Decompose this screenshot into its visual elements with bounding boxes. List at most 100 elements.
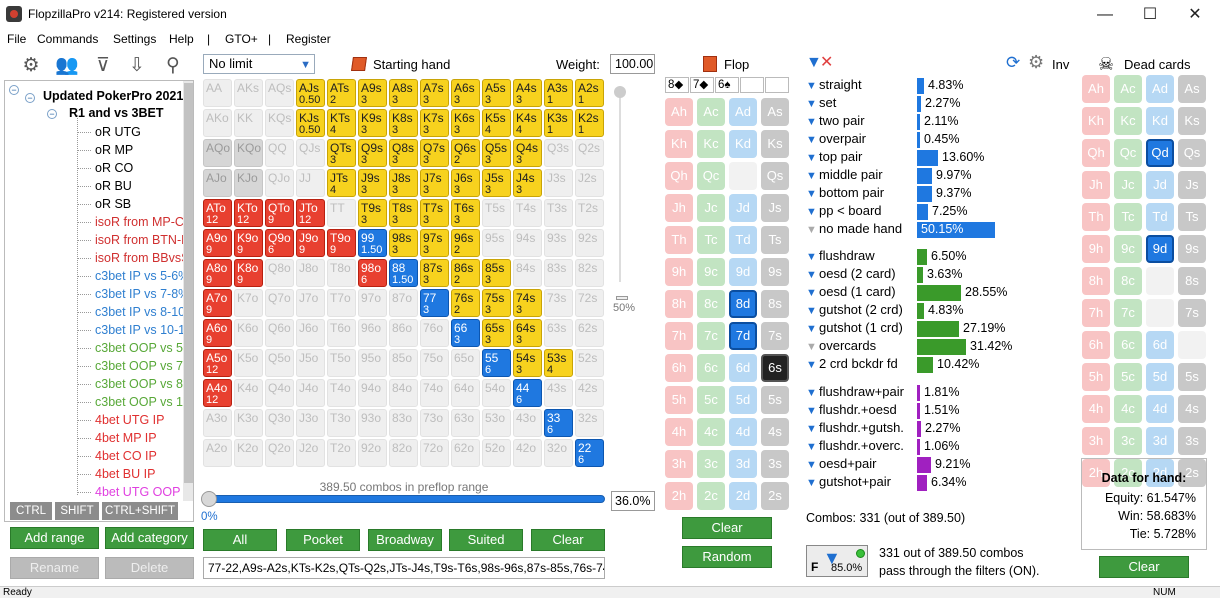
- hand-cell[interactable]: T4s: [513, 199, 542, 227]
- search-icon[interactable]: ⚲: [166, 55, 180, 76]
- limit-select[interactable]: No limit ▼: [203, 54, 315, 74]
- hand-cell[interactable]: A2o: [203, 439, 232, 467]
- add-range-button[interactable]: Add range: [10, 527, 99, 549]
- flop-random-button[interactable]: Random: [682, 546, 772, 568]
- hand-cell[interactable]: KQo: [234, 139, 263, 167]
- stat-row-label[interactable]: ▼ flushdr.+oesd: [806, 402, 897, 417]
- clear-filter-icon[interactable]: ✕: [820, 54, 834, 71]
- flop-card[interactable]: 4s: [761, 418, 789, 446]
- filter-funnel-icon[interactable]: ▼: [806, 405, 817, 417]
- tree-item[interactable]: 4bet UTG IP: [95, 413, 165, 427]
- hand-cell[interactable]: J2o: [296, 439, 325, 467]
- hand-cell[interactable]: 53o: [482, 409, 511, 437]
- tree-item[interactable]: c3bet OOP vs 8-1: [95, 377, 194, 391]
- filter-add-icon[interactable]: ⊽: [96, 55, 110, 76]
- hand-cell[interactable]: 62s: [575, 319, 604, 347]
- dead-card[interactable]: Kc: [1114, 107, 1142, 135]
- hand-cell[interactable]: 63o: [451, 409, 480, 437]
- hand-cell[interactable]: Q6o: [265, 319, 294, 347]
- range-text-input[interactable]: 77-22,A9s-A2s,KTs-K2s,QTs-Q2s,JTs-J4s,T9…: [203, 557, 605, 579]
- hand-cell[interactable]: A2s 1: [575, 79, 604, 107]
- dead-card[interactable]: 6h: [1082, 331, 1110, 359]
- flop-card[interactable]: 7s: [761, 322, 789, 350]
- dead-card[interactable]: Jd: [1146, 171, 1174, 199]
- weight-input[interactable]: 100.00: [610, 54, 655, 74]
- flop-slot[interactable]: 8◆: [665, 77, 689, 93]
- hand-cell[interactable]: J6s 3: [451, 169, 480, 197]
- hand-cell[interactable]: 52o: [482, 439, 511, 467]
- hand-cell[interactable]: 72o: [420, 439, 449, 467]
- filter-funnel-icon[interactable]: ▼: [806, 134, 817, 146]
- hand-cell[interactable]: A8s 3: [389, 79, 418, 107]
- select-suited-button[interactable]: Suited: [449, 529, 523, 551]
- tree-group[interactable]: R1 and vs 3BET: [69, 106, 164, 120]
- filter-funnel-icon[interactable]: ▼: [806, 359, 817, 371]
- dead-card[interactable]: 6s: [1178, 331, 1206, 359]
- dead-card[interactable]: 6c: [1114, 331, 1142, 359]
- hand-cell[interactable]: 32s: [575, 409, 604, 437]
- hand-cell[interactable]: 74s 3: [513, 289, 542, 317]
- filter-funnel-icon[interactable]: ▼: [806, 170, 817, 182]
- players-icon[interactable]: 👥: [55, 55, 79, 76]
- flop-card[interactable]: Th: [665, 226, 693, 254]
- flop-card[interactable]: 9h: [665, 258, 693, 286]
- filter-funnel-icon[interactable]: ▼: [806, 441, 817, 453]
- flop-slot[interactable]: [765, 77, 789, 93]
- maximize-button[interactable]: ☐: [1142, 6, 1158, 23]
- hand-cell[interactable]: Q8s 3: [389, 139, 418, 167]
- hand-cell[interactable]: 95s: [482, 229, 511, 257]
- dead-card[interactable]: 4c: [1114, 395, 1142, 423]
- hand-cell[interactable]: 93s: [544, 229, 573, 257]
- flop-card[interactable]: Jd: [729, 194, 757, 222]
- hand-cell[interactable]: J6o: [296, 319, 325, 347]
- flop-card[interactable]: 5d: [729, 386, 757, 414]
- hand-cell[interactable]: 54o: [482, 379, 511, 407]
- filter-funnel-icon[interactable]: ▼: [806, 188, 817, 200]
- flop-slot[interactable]: [740, 77, 764, 93]
- hand-cell[interactable]: KTs 4: [327, 109, 356, 137]
- tree-item[interactable]: 4bet MP IP: [95, 431, 157, 445]
- flop-card[interactable]: Jh: [665, 194, 693, 222]
- hand-cell[interactable]: 54s 3: [513, 349, 542, 377]
- hand-cell[interactable]: 95o: [358, 349, 387, 377]
- hand-cell[interactable]: Q9o 6: [265, 229, 294, 257]
- hand-cell[interactable]: 97s 3: [420, 229, 449, 257]
- hand-cell[interactable]: K6s 3: [451, 109, 480, 137]
- dead-card[interactable]: Ts: [1178, 203, 1206, 231]
- filter-funnel-icon[interactable]: ▼: [806, 152, 817, 164]
- hand-cell[interactable]: 94o: [358, 379, 387, 407]
- flop-card[interactable]: 3h: [665, 450, 693, 478]
- hand-cell[interactable]: A5o 12: [203, 349, 232, 377]
- hand-cell[interactable]: J7o: [296, 289, 325, 317]
- hand-cell[interactable]: 87s 3: [420, 259, 449, 287]
- add-category-button[interactable]: Add category: [105, 527, 194, 549]
- dead-card[interactable]: 3s: [1178, 427, 1206, 455]
- menu-gtoplus[interactable]: GTO+: [225, 32, 258, 46]
- tree-scroll-thumb[interactable]: [184, 83, 193, 483]
- dead-card[interactable]: 7d: [1146, 299, 1174, 327]
- dead-card[interactable]: Kd: [1146, 107, 1174, 135]
- flop-card[interactable]: Ac: [697, 98, 725, 126]
- stat-row-label[interactable]: ▼ flushdraw+pair: [806, 384, 904, 399]
- dead-card[interactable]: 2c: [1114, 459, 1142, 487]
- tree-item[interactable]: oR BU: [95, 179, 132, 193]
- hand-cell[interactable]: K9o 9: [234, 229, 263, 257]
- hand-cell[interactable]: 52s: [575, 349, 604, 377]
- stat-row-label[interactable]: ▼ gutshot (1 crd): [806, 320, 903, 335]
- hand-cell[interactable]: 98o 6: [358, 259, 387, 287]
- hand-cell[interactable]: Q9s 3: [358, 139, 387, 167]
- menu-commands[interactable]: Commands: [37, 32, 99, 46]
- hand-cell[interactable]: A7o 9: [203, 289, 232, 317]
- dead-card[interactable]: 2d: [1146, 459, 1174, 487]
- hand-cell[interactable]: T8o: [327, 259, 356, 287]
- hand-cell[interactable]: 94s: [513, 229, 542, 257]
- flop-slot[interactable]: 7◆: [690, 77, 714, 93]
- dead-card[interactable]: 4d: [1146, 395, 1174, 423]
- hand-cell[interactable]: Q6s 2: [451, 139, 480, 167]
- hand-cell[interactable]: 75o: [420, 349, 449, 377]
- tree-item[interactable]: oR UTG: [95, 125, 141, 139]
- collapse-icon[interactable]: −: [9, 85, 19, 95]
- hand-cell[interactable]: Q5s 3: [482, 139, 511, 167]
- hand-cell[interactable]: 33 6: [544, 409, 573, 437]
- filter-funnel-icon[interactable]: ▼: [806, 305, 817, 317]
